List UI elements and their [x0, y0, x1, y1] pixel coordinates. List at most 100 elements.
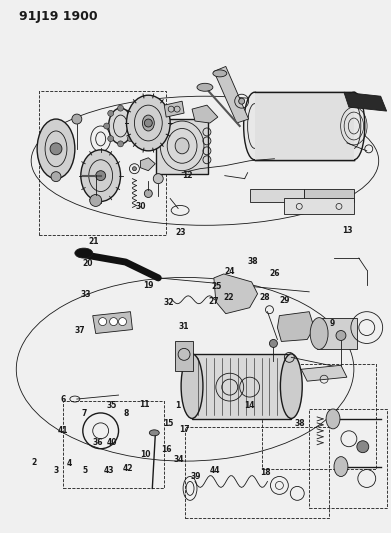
- Circle shape: [118, 141, 124, 147]
- Ellipse shape: [175, 138, 189, 154]
- Bar: [249, 189, 304, 203]
- Circle shape: [51, 172, 61, 182]
- Text: 41: 41: [57, 426, 68, 435]
- Ellipse shape: [197, 83, 213, 91]
- Polygon shape: [164, 101, 184, 117]
- Text: 11: 11: [139, 400, 149, 409]
- Bar: [317, 318, 357, 350]
- Polygon shape: [192, 105, 218, 123]
- Text: 36: 36: [92, 438, 103, 447]
- Ellipse shape: [127, 95, 170, 151]
- Circle shape: [153, 174, 163, 183]
- Text: 35: 35: [107, 401, 117, 410]
- Ellipse shape: [81, 150, 120, 201]
- Bar: [262, 364, 376, 469]
- Bar: [284, 198, 354, 214]
- Bar: [255, 92, 354, 160]
- Text: 27: 27: [209, 297, 219, 306]
- Polygon shape: [93, 312, 133, 334]
- Text: 14: 14: [244, 401, 254, 410]
- Circle shape: [118, 105, 124, 111]
- Text: 28: 28: [259, 293, 270, 302]
- Circle shape: [109, 318, 118, 326]
- Circle shape: [357, 441, 369, 453]
- Text: 37: 37: [75, 326, 85, 335]
- Circle shape: [108, 110, 114, 116]
- Ellipse shape: [310, 318, 328, 350]
- Text: 13: 13: [343, 226, 353, 235]
- Text: 4: 4: [67, 459, 72, 468]
- Circle shape: [127, 110, 133, 116]
- Text: 16: 16: [161, 445, 171, 454]
- Text: 31: 31: [179, 322, 189, 332]
- Text: 3: 3: [53, 466, 58, 475]
- Text: 17: 17: [179, 425, 190, 434]
- Polygon shape: [214, 67, 249, 123]
- Text: 33: 33: [81, 289, 91, 298]
- Bar: [63, 401, 164, 488]
- Text: 15: 15: [163, 418, 174, 427]
- Bar: [304, 189, 354, 203]
- Circle shape: [336, 330, 346, 341]
- Bar: [309, 409, 387, 508]
- Ellipse shape: [109, 108, 133, 144]
- Ellipse shape: [181, 354, 203, 418]
- Circle shape: [108, 136, 114, 142]
- Text: 40: 40: [107, 438, 117, 447]
- Circle shape: [72, 114, 82, 124]
- Circle shape: [104, 123, 109, 129]
- Text: 22: 22: [223, 293, 234, 302]
- Text: 9: 9: [330, 319, 335, 328]
- Bar: [175, 342, 193, 372]
- Ellipse shape: [334, 457, 348, 477]
- Polygon shape: [301, 365, 347, 381]
- Circle shape: [144, 119, 152, 127]
- Text: 23: 23: [176, 228, 186, 237]
- Text: 20: 20: [83, 259, 93, 268]
- Ellipse shape: [213, 70, 227, 77]
- Bar: [156, 119, 208, 174]
- Bar: [192, 354, 291, 419]
- Text: 19: 19: [143, 281, 153, 290]
- Text: 26: 26: [269, 269, 280, 278]
- Text: 91J19 1900: 91J19 1900: [19, 10, 98, 23]
- Text: 39: 39: [190, 472, 201, 481]
- Circle shape: [133, 167, 136, 171]
- Text: 7: 7: [81, 409, 86, 418]
- Text: 42: 42: [122, 464, 133, 473]
- Text: 1: 1: [176, 401, 181, 410]
- Text: 12: 12: [182, 171, 192, 180]
- Bar: [185, 427, 329, 518]
- Circle shape: [50, 143, 62, 155]
- Text: 6: 6: [60, 395, 65, 405]
- Ellipse shape: [37, 119, 75, 179]
- Text: 43: 43: [104, 466, 115, 475]
- Ellipse shape: [75, 248, 93, 258]
- Circle shape: [239, 98, 245, 104]
- Polygon shape: [214, 274, 258, 313]
- Circle shape: [90, 195, 102, 206]
- Text: 21: 21: [88, 237, 99, 246]
- Circle shape: [269, 340, 277, 348]
- Circle shape: [96, 171, 106, 181]
- Ellipse shape: [142, 115, 154, 131]
- Text: 38: 38: [295, 418, 306, 427]
- Ellipse shape: [343, 92, 365, 160]
- Text: 32: 32: [163, 298, 174, 307]
- Bar: [39, 91, 166, 235]
- Text: 5: 5: [82, 466, 88, 475]
- Text: 10: 10: [140, 450, 150, 459]
- Ellipse shape: [326, 409, 340, 429]
- Text: 44: 44: [210, 466, 220, 475]
- Text: 38: 38: [248, 257, 258, 266]
- Text: 8: 8: [124, 409, 129, 418]
- Ellipse shape: [244, 92, 265, 160]
- Text: 24: 24: [224, 267, 235, 276]
- Ellipse shape: [280, 354, 302, 418]
- Circle shape: [99, 318, 107, 326]
- Text: 18: 18: [260, 469, 271, 478]
- Text: 30: 30: [135, 201, 145, 211]
- Circle shape: [127, 136, 133, 142]
- Ellipse shape: [149, 430, 159, 436]
- Circle shape: [144, 190, 152, 198]
